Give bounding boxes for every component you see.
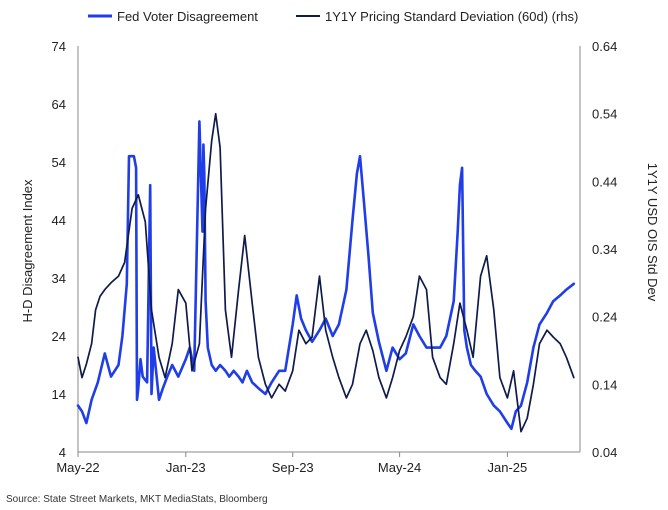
x-tick-label: May-24 [378, 460, 421, 475]
right-y-tick-label: 0.24 [592, 310, 617, 325]
x-tick-label: Jan-25 [488, 460, 528, 475]
legend: Fed Voter Disagreement 1Y1Y Pricing Stan… [88, 9, 578, 24]
left-y-tick-label: 14 [52, 387, 66, 402]
source-note: Source: State Street Markets, MKT MediaS… [6, 494, 268, 505]
right-y-tick-label: 0.54 [592, 107, 617, 122]
left-y-tick-label: 24 [52, 329, 66, 344]
left-y-tick-label: 34 [52, 271, 66, 286]
right-axis-title: 1Y1Y USD OIS Std Dev [645, 163, 660, 302]
right-y-tick-label: 0.34 [592, 242, 617, 257]
right-y-tick-label: 0.14 [592, 377, 617, 392]
legend-label-1y1y-pricing-std-dev: 1Y1Y Pricing Standard Deviation (60d) (r… [325, 9, 578, 24]
tick-labels: 4 14 24 34 44 54 64 74 0.04 0.14 0.24 0.34 0.44 0.54 0… [52, 39, 618, 475]
right-y-tick-label: 0.04 [592, 445, 617, 460]
left-y-tick-label: 4 [59, 445, 66, 460]
plot-area [76, 112, 576, 433]
left-y-tick-label: 44 [52, 213, 66, 228]
right-y-tick-label: 0.44 [592, 174, 617, 189]
x-tick-label: Sep-23 [272, 460, 314, 475]
series-line-fed-voter-disagreement [76, 120, 576, 431]
x-tick-label: May-22 [56, 460, 99, 475]
left-axis-title: H-D Disagreement Index [20, 179, 35, 323]
legend-label-fed-voter-disagreement: Fed Voter Disagreement [117, 9, 258, 24]
x-tick-label: Jan-23 [166, 460, 206, 475]
right-y-tick-label: 0.64 [592, 39, 617, 54]
axes [77, 46, 581, 457]
left-y-tick-label: 74 [52, 39, 66, 54]
series-line-1y1y-pricing-std-dev [77, 112, 575, 433]
left-y-tick-label: 54 [52, 155, 66, 170]
left-y-tick-label: 64 [52, 97, 66, 112]
